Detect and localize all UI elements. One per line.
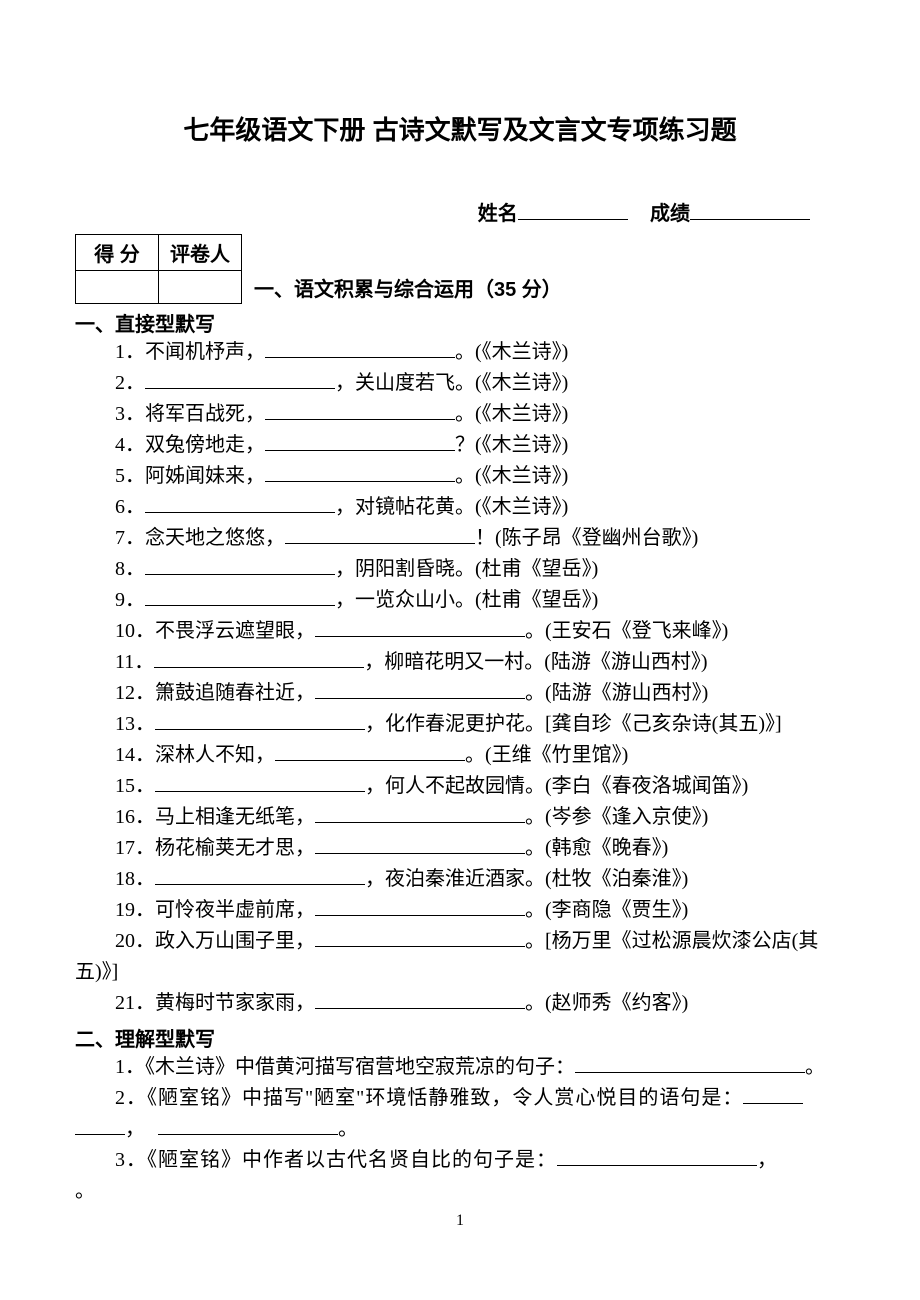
blank	[265, 338, 455, 358]
q-a2: 2．，关山度若飞。(《木兰诗》)	[75, 368, 840, 399]
q-a6: 6．，对镜帖花黄。(《木兰诗》)	[75, 492, 840, 523]
q-a5: 5．阿姊闻妹来，。(《木兰诗》)	[75, 461, 840, 492]
name-blank	[518, 199, 628, 220]
q-a15: 15．，何人不起故园情。(李白《春夜洛城闻笛》)	[75, 771, 840, 802]
blank	[315, 834, 525, 854]
blank	[145, 586, 335, 606]
q-a19: 19．可怜夜半虚前席，。(李商隐《贾生》)	[75, 895, 840, 926]
score-table-c1: 得 分	[76, 235, 159, 271]
q-a7: 7．念天地之悠悠，！(陈子昂《登幽州台歌》)	[75, 523, 840, 554]
blank	[315, 989, 525, 1009]
q-a20-cont: 五)》]	[75, 957, 840, 988]
blank	[315, 803, 525, 823]
q-b1: 1．《木兰诗》中借黄河描写宿营地空寂荒凉的句子：。	[75, 1052, 840, 1083]
blank	[285, 524, 475, 544]
blank	[155, 710, 365, 730]
q-a4: 4．双兔傍地走，？(《木兰诗》)	[75, 430, 840, 461]
q-a13: 13．，化作春泥更护花。[龚自珍《己亥杂诗(其五)》]	[75, 709, 840, 740]
q-a17: 17．杨花榆荚无才思，。(韩愈《晚春》)	[75, 833, 840, 864]
q-a16: 16．马上相逢无纸笔，。(岑参《逢入京使》)	[75, 802, 840, 833]
blank	[557, 1146, 757, 1166]
blank	[155, 772, 365, 792]
section-a-heading: 一、直接型默写	[75, 308, 840, 337]
blank	[575, 1053, 805, 1073]
blank	[265, 462, 455, 482]
q-a1: 1．不闻机杼声，。(《木兰诗》)	[75, 337, 840, 368]
blank	[155, 865, 365, 885]
q-a21: 21．黄梅时节家家雨，。(赵师秀《约客》)	[75, 988, 840, 1019]
blank	[154, 648, 364, 668]
score-table: 得 分 评卷人	[75, 234, 242, 304]
blank	[743, 1084, 803, 1104]
blank	[275, 741, 465, 761]
blank	[145, 555, 335, 575]
blank	[145, 369, 335, 389]
page-number: 1	[0, 1212, 920, 1230]
q-a12: 12．箫鼓追随春社近，。(陆游《游山西村》)	[75, 678, 840, 709]
section-b-heading: 二、理解型默写	[75, 1023, 840, 1052]
q-b3: 3．《陋室铭》中作者以古代名贤自比的句子是：，	[75, 1145, 840, 1176]
q-a11: 11．，柳暗花明又一村。(陆游《游山西村》)	[75, 647, 840, 678]
blank	[75, 1115, 125, 1135]
blank	[158, 1115, 338, 1135]
q-a18: 18．，夜泊秦淮近酒家。(杜牧《泊秦淮》)	[75, 864, 840, 895]
score-label: 成绩	[650, 203, 690, 225]
blank	[265, 400, 455, 420]
q-b2: 2．《陋室铭》中描写"陋室"环境恬静雅致，令人赏心悦目的语句是：	[75, 1083, 840, 1114]
score-blank	[690, 199, 810, 220]
blank	[315, 617, 525, 637]
score-table-c2: 评卷人	[159, 235, 242, 271]
name-score-line: 姓名 成绩	[80, 197, 840, 226]
blank	[145, 493, 335, 513]
blank	[315, 927, 525, 947]
name-label: 姓名	[478, 203, 518, 225]
q-a20: 20．政入万山围子里，。[杨万里《过松源晨炊漆公店(其	[75, 926, 840, 957]
blank	[315, 679, 525, 699]
score-table-blank2	[159, 271, 242, 304]
score-table-blank1	[76, 271, 159, 304]
q-a3: 3．将军百战死，。(《木兰诗》)	[75, 399, 840, 430]
q-a8: 8．，阴阳割昏晓。(杜甫《望岳》)	[75, 554, 840, 585]
blank	[265, 431, 455, 451]
q-a9: 9．，一览众山小。(杜甫《望岳》)	[75, 585, 840, 616]
q-b2-cont: ， 。	[75, 1114, 840, 1145]
q-b3-cont: 。	[75, 1176, 840, 1207]
q-a14: 14．深林人不知，。(王维《竹里馆》)	[75, 740, 840, 771]
q-a10: 10．不畏浮云遮望眼，。(王安石《登飞来峰》)	[75, 616, 840, 647]
blank	[315, 896, 525, 916]
section1-header: 一、语文积累与综合运用（35 分）	[254, 273, 562, 304]
page-title: 七年级语文下册 古诗文默写及文言文专项练习题	[80, 110, 840, 147]
